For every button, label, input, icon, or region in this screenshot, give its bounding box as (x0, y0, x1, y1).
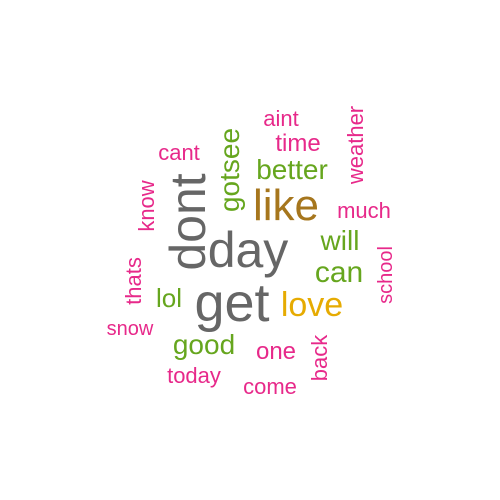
word-thats: thats (121, 257, 146, 305)
word-can: can (314, 256, 364, 289)
word-weather: weather (343, 105, 368, 185)
word-know: know (134, 180, 159, 232)
word-much: much (337, 198, 391, 223)
word-time: time (275, 130, 321, 157)
word-today: today (167, 363, 221, 388)
word-better: better (256, 154, 328, 185)
word-snow: snow (106, 318, 154, 340)
word-school: school (375, 246, 397, 304)
word-cant: cant (158, 140, 200, 165)
word-get: get (194, 273, 270, 333)
word-gotsee: gotsee (214, 127, 245, 213)
word-day: day (207, 222, 289, 278)
word-aint: aint (263, 106, 299, 131)
word-come: come (243, 374, 297, 399)
word-one: one (255, 338, 297, 365)
word-good: good (172, 329, 236, 360)
word-will: will (320, 225, 360, 256)
word-love: love (280, 286, 344, 324)
word-back: back (307, 334, 332, 382)
word-like: like (252, 181, 320, 230)
word-dont: dont (160, 173, 216, 271)
word-lol: lol (155, 283, 183, 313)
